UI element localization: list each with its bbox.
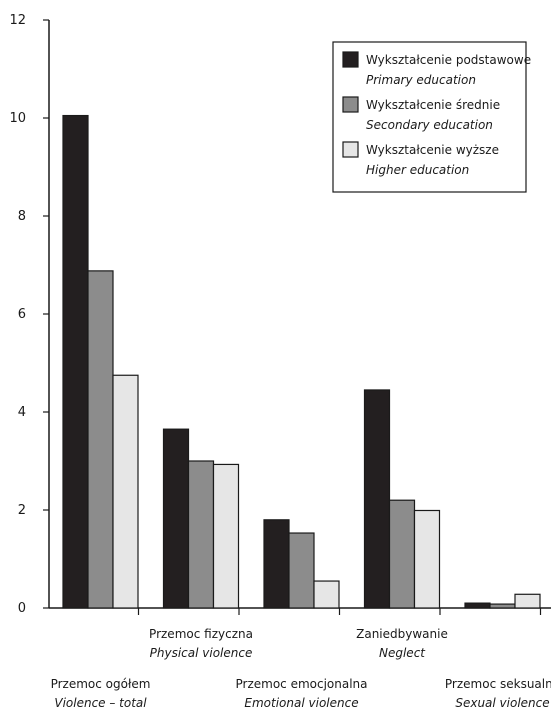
y-tick-label: 2: [18, 503, 26, 518]
legend-label-english-2: Secondary education: [366, 118, 493, 132]
bar-1-cat-5: [464, 602, 491, 609]
legend-label-2: Wykształcenie średnie: [366, 98, 500, 112]
legend-swatch-1: [342, 51, 359, 68]
bar-2-cat-2: [187, 460, 215, 609]
bar-2-cat-3: [288, 532, 315, 609]
legend-swatch-2: [342, 96, 359, 113]
category-label-english: Neglect: [379, 646, 426, 660]
category-label: Przemoc seksualna: [445, 677, 551, 691]
bar-1-cat-3: [263, 519, 290, 609]
legend: Wykształcenie podstawowe Primary educatio…: [332, 41, 531, 193]
category-label-english: Violence – total: [54, 696, 147, 710]
bar-2-cat-5: [489, 603, 516, 609]
y-tick-label: 6: [18, 307, 26, 322]
category-labels: Przemoc ogółem Violence – total Przemoc fi…: [51, 627, 551, 710]
bar-3-cat-1: [112, 374, 139, 609]
legend-label-3: Wykształcenie wyższe: [366, 143, 499, 157]
legend-label-english-3: Higher education: [366, 163, 469, 177]
bar-1-cat-2: [162, 428, 190, 609]
y-tick-label: 8: [18, 209, 26, 224]
category-label-english: Sexual violence: [455, 696, 549, 710]
bar-1-cat-4: [363, 389, 391, 609]
bar-1-cat-1: [62, 114, 89, 609]
category-label: Przemoc emocjonalna: [235, 677, 367, 691]
legend-swatch-3: [342, 141, 359, 158]
bars: [62, 114, 541, 609]
category-label: Przemoc fizyczna: [149, 627, 253, 641]
bar-2-cat-1: [87, 270, 114, 609]
y-tick-label: 0: [18, 601, 26, 616]
y-tick-label: 10: [9, 111, 26, 126]
category-label: Zaniedbywanie: [356, 627, 448, 641]
bar-3-cat-3: [313, 580, 340, 609]
bar-2-cat-4: [388, 499, 416, 609]
category-label-english: Emotional violence: [244, 696, 358, 710]
legend-label-1: Wykształcenie podstawowe: [366, 53, 531, 67]
legend-box: [332, 41, 527, 193]
legend-label-english-1: Primary education: [366, 73, 476, 87]
y-tick-label: 12: [9, 13, 26, 28]
category-label-english: Physical violence: [150, 646, 253, 660]
y-tick-label: 4: [18, 405, 26, 420]
bar-3-cat-4: [413, 509, 441, 609]
category-label: Przemoc ogółem: [51, 677, 151, 691]
bar-3-cat-2: [212, 463, 240, 609]
bar-3-cat-5: [514, 593, 541, 609]
